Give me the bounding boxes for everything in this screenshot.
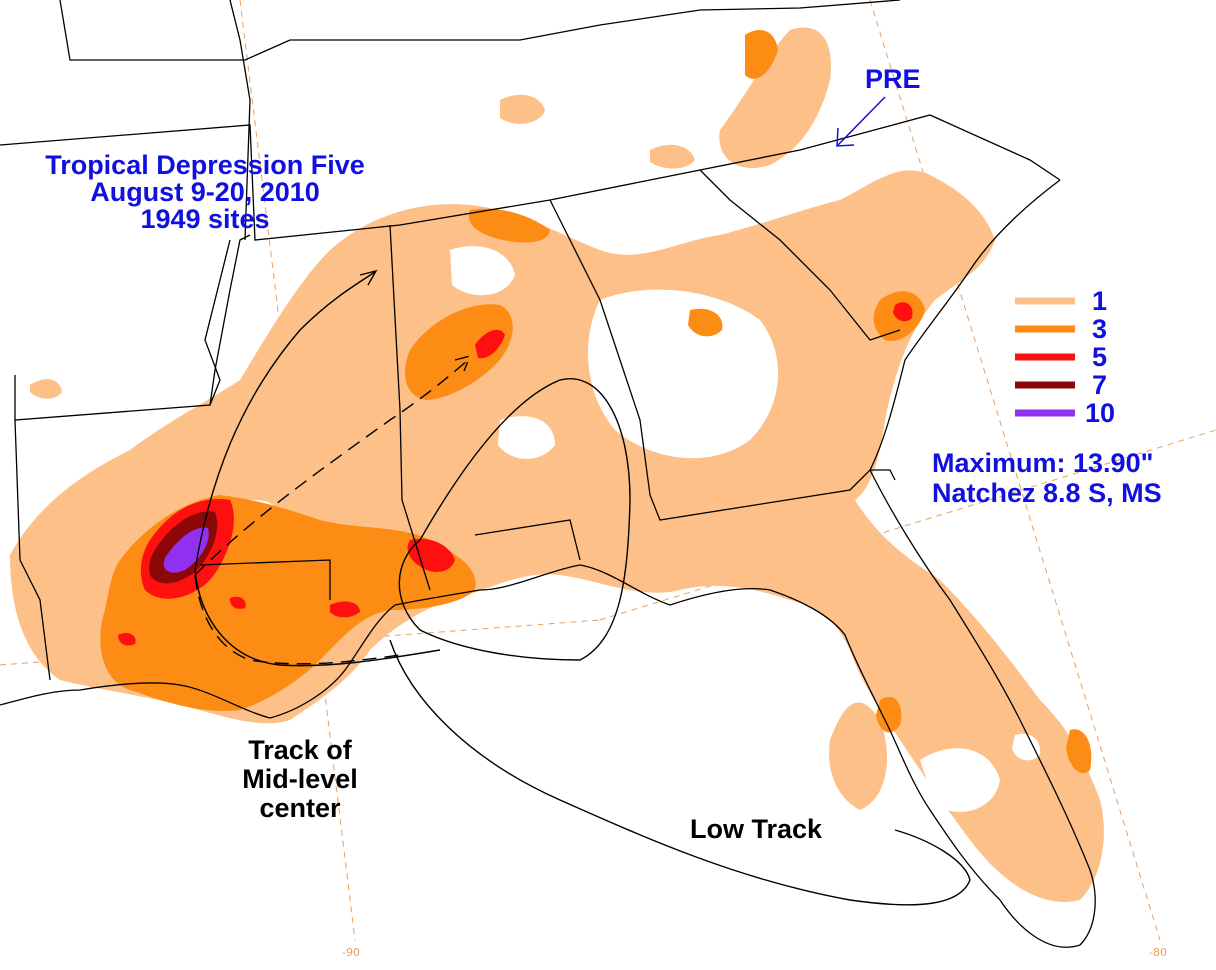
- state-boundaries: [0, 0, 1096, 948]
- legend-label-5: 5: [1092, 342, 1108, 372]
- pre-arrow: [836, 96, 886, 147]
- maximum-value: Maximum: 13.90": [932, 448, 1154, 478]
- lon-tick-80: -80: [1149, 946, 1167, 959]
- rainfall-10in-area: [163, 527, 209, 573]
- title-line-2: August 9-20, 2010: [90, 177, 320, 207]
- legend-label-1: 1: [1092, 286, 1108, 316]
- map-title: Tropical Depression Five August 9-20, 20…: [5, 152, 405, 233]
- pre-label: PRE: [865, 64, 921, 94]
- mid-level-label-line-2: Mid-level: [242, 764, 358, 794]
- legend-label-3: 3: [1092, 314, 1108, 344]
- mid-level-track-line: [194, 354, 472, 665]
- mid-level-track-label: Track of Mid-level center: [220, 736, 380, 823]
- mid-level-label-line-1: Track of: [248, 735, 352, 765]
- rainfall-1in-area: [10, 27, 1104, 902]
- maximum-info: Maximum: 13.90" Natchez 8.8 S, MS: [932, 448, 1162, 508]
- legend-label-7: 7: [1092, 370, 1108, 400]
- maximum-location: Natchez 8.8 S, MS: [932, 478, 1162, 508]
- legend-label-10: 10: [1085, 398, 1116, 428]
- legend-swatches: [1015, 297, 1075, 417]
- mid-level-label-line-3: center: [259, 793, 341, 823]
- title-line-3: 1949 sites: [140, 204, 270, 234]
- low-track-line: [194, 269, 971, 906]
- lon-tick-90: -90: [342, 946, 360, 959]
- low-track-label: Low Track: [690, 814, 823, 844]
- no-rain-areas: [235, 246, 1041, 812]
- title-line-1: Tropical Depression Five: [45, 150, 365, 180]
